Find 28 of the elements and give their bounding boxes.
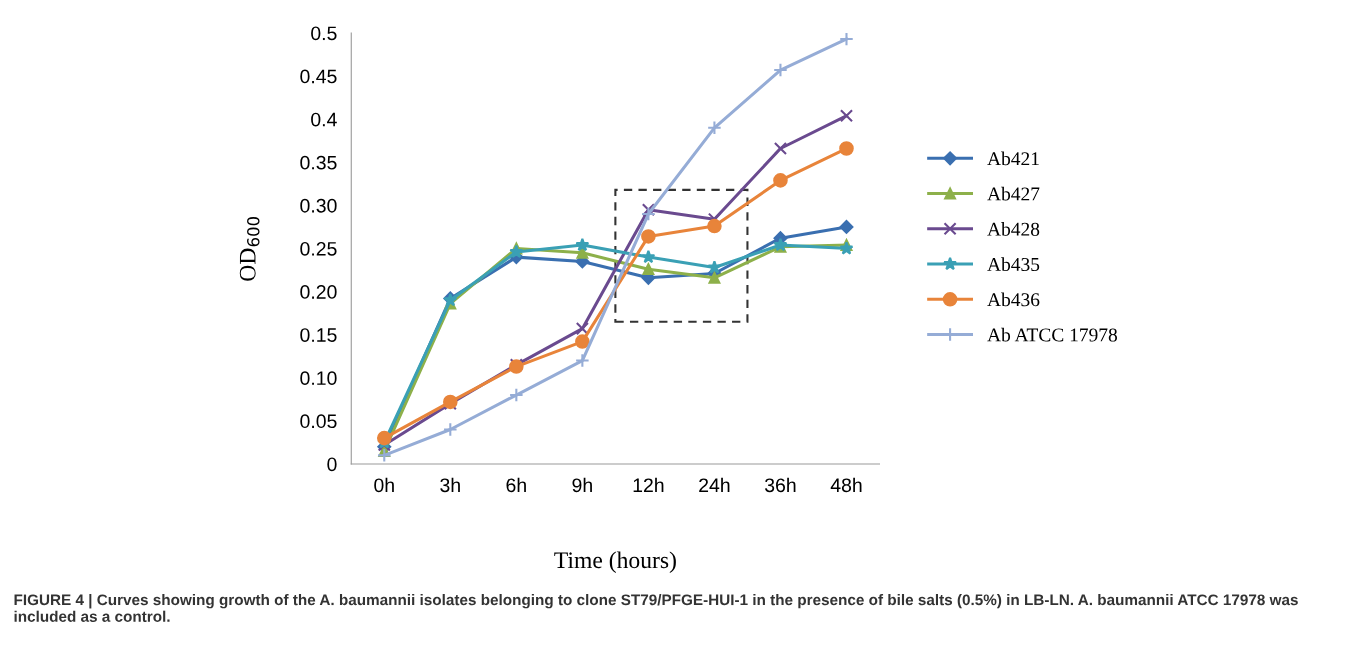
legend-label: Ab428 — [987, 222, 1040, 236]
y-tick-label: 0.45 — [300, 69, 337, 84]
x-tick-label: 48h — [830, 477, 862, 493]
legend-label: Ab421 — [987, 151, 1039, 166]
x-tick-label: 12h — [633, 477, 664, 492]
y-tick-label: 0 — [327, 457, 337, 472]
y-tick-label: 0.20 — [300, 285, 337, 299]
x-tick-label: 3h — [440, 477, 460, 493]
y-tick-label: 0.10 — [300, 371, 337, 386]
x-axis-title: Time (hours) — [554, 551, 676, 573]
legend-label: Ab427 — [987, 186, 1040, 201]
y-tick-label: 0.15 — [300, 328, 337, 342]
caption: FIGURE 4 | Curves showing growth of the A. baumannii isolates belonging to clone ST79/PFGE-HUI-1 in the presence of bile salts (0.5%) in LB-LN. A. baumannii ATCC 17978 was included as a control. — [14, 594, 1298, 622]
x-tick-label: 36h — [764, 477, 796, 493]
y-tick-label: 0.4 — [311, 112, 337, 127]
y-axis-title: OD$_{600}$ — [239, 217, 260, 281]
x-tick-label: 24h — [699, 477, 730, 492]
legend-label: Ab435 — [987, 257, 1040, 272]
legend-label: Ab ATCC 17978 — [987, 327, 1118, 342]
legend-label: Ab436 — [987, 292, 1040, 307]
x-tick-label: 0h — [374, 477, 394, 493]
y-tick-label: 0.5 — [311, 26, 337, 41]
y-tick-label: 0.05 — [300, 414, 337, 429]
y-tick-label: 0.25 — [300, 241, 337, 256]
y-tick-label: 0.35 — [300, 155, 337, 170]
y-tick-label: 0.30 — [300, 198, 337, 213]
x-tick-label: 9h — [572, 477, 592, 493]
x-tick-label: 6h — [506, 477, 526, 493]
